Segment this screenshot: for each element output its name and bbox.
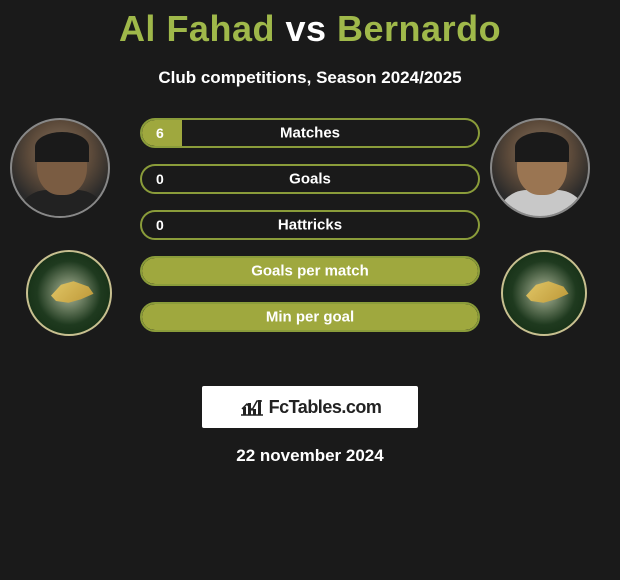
player2-club-badge <box>501 250 587 336</box>
watermark: FcTables.com <box>202 386 418 428</box>
player1-avatar <box>10 118 110 218</box>
watermark-text: FcTables.com <box>269 397 382 418</box>
stat-row: 6Matches <box>140 118 480 148</box>
player2-avatar <box>490 118 590 218</box>
stat-bars: 6Matches 0Goals 0Hattricks Goals per match M… <box>140 118 480 348</box>
chart-icon <box>239 397 265 417</box>
stat-label: Min per goal <box>142 309 478 326</box>
title-player1: Al Fahad <box>119 8 275 49</box>
title-vs: vs <box>285 8 326 49</box>
stat-label: Hattricks <box>142 217 478 234</box>
stat-row: Min per goal <box>140 302 480 332</box>
stat-row: 0Goals <box>140 164 480 194</box>
stat-row: 0Hattricks <box>140 210 480 240</box>
title-player2: Bernardo <box>337 8 501 49</box>
stat-label: Matches <box>142 125 478 142</box>
subtitle: Club competitions, Season 2024/2025 <box>0 68 620 88</box>
stat-label: Goals <box>142 171 478 188</box>
page-title: Al Fahad vs Bernardo <box>0 0 620 50</box>
comparison-panel: 6Matches 0Goals 0Hattricks Goals per match M… <box>0 118 620 378</box>
date-stamp: 22 november 2024 <box>0 446 620 466</box>
stat-label: Goals per match <box>142 263 478 280</box>
stat-row: Goals per match <box>140 256 480 286</box>
player1-club-badge <box>26 250 112 336</box>
